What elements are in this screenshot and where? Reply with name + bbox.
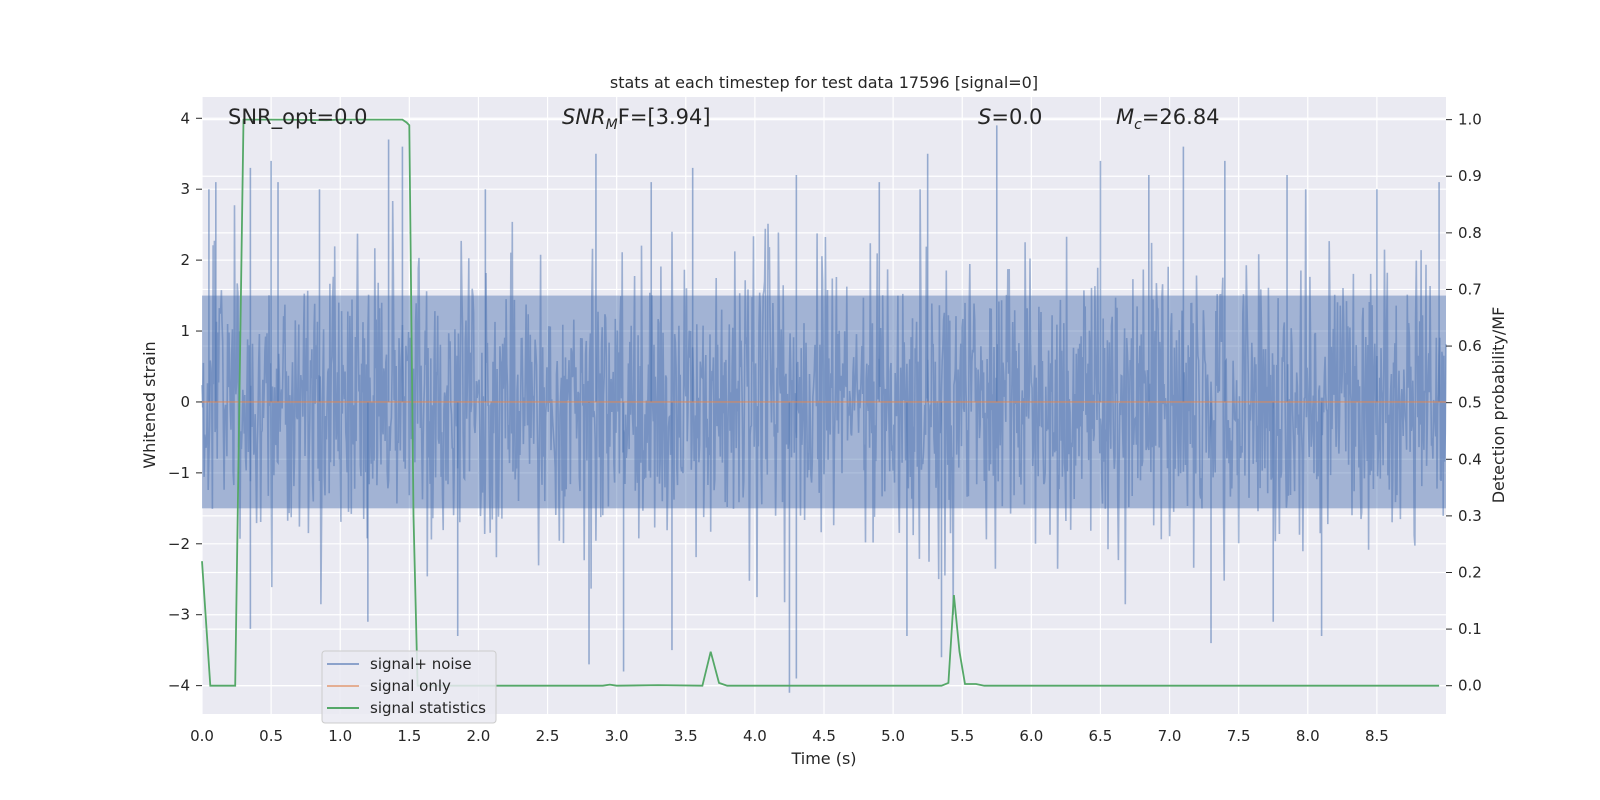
s-annotation: S=0.0 <box>978 105 1042 129</box>
x-axis-label: Time (s) <box>790 749 856 768</box>
axes: 0.0 0.5 1.0 1.5 2.0 2.5 3.0 3.5 4.0 4.5 5.0 5.5 6.0 6… <box>168 109 1482 745</box>
y-left-tick-label: −4 <box>168 677 190 695</box>
x-tick-label: 6.5 <box>1089 727 1113 745</box>
snr-mf-subscript: M <box>606 117 618 133</box>
y-right-tick-label: 0.5 <box>1458 394 1482 412</box>
y-right-tick-label: 1.0 <box>1458 111 1482 129</box>
legend-label-statistics: signal statistics <box>370 699 486 717</box>
mc-main: M <box>1116 105 1134 129</box>
y-right-tick-label: 0.9 <box>1458 167 1482 185</box>
signal-statistics-line <box>201 118 1440 687</box>
x-tick-label: 1.0 <box>328 727 352 745</box>
y-left-tick-label: 4 <box>180 109 190 127</box>
x-tick-label: 8.5 <box>1365 727 1389 745</box>
y-right-tick-label: 0.3 <box>1458 507 1482 525</box>
y-right-tick-label: 0.1 <box>1458 620 1482 638</box>
series-lines <box>201 118 1446 687</box>
s-value: =0.0 <box>991 105 1042 129</box>
y-right-tick-label: 0.6 <box>1458 337 1482 355</box>
x-tick-label: 0.5 <box>259 727 283 745</box>
y-left-tick-label: −3 <box>168 606 190 624</box>
x-tick-label: 2.5 <box>536 727 560 745</box>
snr-opt-annotation: SNR_opt=0.0 <box>228 105 368 130</box>
y-left-tick-label: 3 <box>180 180 190 198</box>
y-right-tick-label: 0.2 <box>1458 563 1482 581</box>
noise-line <box>201 189 1447 615</box>
x-tick-label: 2.0 <box>467 727 491 745</box>
y-left-tick-label: 0 <box>180 393 190 411</box>
x-tick-label: 4.5 <box>812 727 836 745</box>
x-tick-label: 8.0 <box>1296 727 1320 745</box>
x-tick-label: 5.5 <box>950 727 974 745</box>
x-tick-label: 7.0 <box>1158 727 1182 745</box>
x-tick-label: 7.5 <box>1227 727 1251 745</box>
x-tick-label: 5.0 <box>881 727 905 745</box>
y-left-tick-label: −1 <box>168 464 190 482</box>
chart-title: stats at each timestep for test data 175… <box>610 73 1038 92</box>
x-tick-label: 3.5 <box>674 727 698 745</box>
x-tick-label: 3.0 <box>605 727 629 745</box>
mc-annotation: Mc=26.84 <box>1116 105 1220 133</box>
y-axis-left-label: Whitened strain <box>140 341 159 468</box>
y-left-tick-label: 2 <box>180 251 190 269</box>
mc-value: =26.84 <box>1142 105 1220 129</box>
x-tick-label: 4.0 <box>743 727 767 745</box>
x-tick-label: 0.0 <box>190 727 214 745</box>
y-left-tick-label: 1 <box>180 322 190 340</box>
snr-mf-main: SNR <box>562 105 606 129</box>
snr-mf-value: F=[3.94] <box>618 105 711 129</box>
y-left-tick-label: −2 <box>168 535 190 553</box>
s-main: S <box>978 105 991 129</box>
mc-subscript: c <box>1134 117 1142 133</box>
y-right-tick-label: 0.7 <box>1458 280 1482 298</box>
y-right-tick-label: 0.0 <box>1458 677 1482 695</box>
snr-mf-annotation: SNRMF=[3.94] <box>562 105 711 133</box>
legend: signal+ noise signal only signal statist… <box>321 650 497 724</box>
legend-label-signal: signal only <box>370 677 451 695</box>
legend-box <box>321 650 497 724</box>
legend-label-noise: signal+ noise <box>370 655 472 673</box>
y-right-tick-label: 0.4 <box>1458 450 1482 468</box>
y-axis-right-label: Detection probability/MF <box>1489 307 1508 504</box>
x-tick-label: 6.0 <box>1019 727 1043 745</box>
y-right-tick-label: 0.8 <box>1458 224 1482 242</box>
x-tick-label: 1.5 <box>397 727 421 745</box>
